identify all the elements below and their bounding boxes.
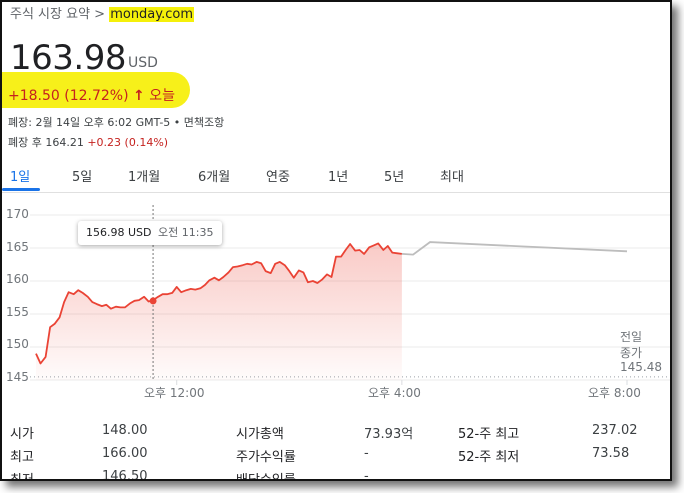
stat-value: 166.00: [102, 446, 148, 461]
tab-1y[interactable]: 1년: [328, 170, 349, 185]
change-period: 오늘: [149, 88, 175, 104]
x-tick-label: 오후 12:00: [144, 386, 205, 400]
stat-label: 최저: [10, 473, 34, 481]
arrow-up-icon: ↑: [133, 88, 145, 104]
stat-label: 시가총액: [236, 427, 284, 442]
tabs-divider: [2, 192, 670, 193]
tab-5d[interactable]: 5일: [72, 170, 93, 185]
stat-value: -: [364, 469, 369, 481]
price-chart[interactable]: [2, 197, 670, 407]
stat-label: 배당수익률: [236, 473, 296, 481]
tab-5y[interactable]: 5년: [384, 170, 405, 185]
y-tick-label: 150: [6, 337, 29, 351]
currency-label: USD: [128, 55, 158, 71]
finance-panel: 주식 시장 요약 > monday.com 163.98 USD +18.50 …: [0, 0, 672, 481]
chart-tooltip: 156.98 USD 오전 11:35: [78, 221, 222, 245]
stat-label: 시가: [10, 427, 34, 442]
stat-value: 148.00: [102, 423, 148, 438]
stat-value: 73.93억: [364, 427, 414, 442]
tab-6m[interactable]: 6개월: [198, 170, 231, 185]
x-tick-label: 오후 4:00: [368, 386, 421, 400]
price-change: +18.50 (12.72%) ↑ 오늘: [8, 85, 175, 105]
stat-label: 최고: [10, 450, 34, 465]
breadcrumb-prefix[interactable]: 주식 시장 요약 >: [10, 7, 106, 22]
prev-close-label-2: 종가: [620, 346, 643, 360]
tab-1d[interactable]: 1일: [10, 170, 31, 185]
stat-value: 237.02: [592, 423, 638, 438]
y-tick-label: 160: [6, 272, 29, 286]
y-tick-label: 170: [6, 207, 29, 221]
price-line: [35, 242, 403, 365]
y-tick-label: 165: [6, 240, 29, 254]
after-hours-change: +0.23 (0.14%): [87, 136, 169, 149]
tooltip-time: 오전 11:35: [158, 226, 214, 239]
after-hours-line: [401, 241, 628, 256]
prev-close-value: 145.48: [620, 360, 662, 374]
stat-label: 주가수익률: [236, 450, 296, 465]
after-hours-text: 폐장 후 164.21 +0.23 (0.14%): [8, 134, 168, 150]
tooltip-value: 156.98 USD: [86, 226, 152, 239]
tooltip-point: [149, 297, 157, 305]
stat-value: 146.50: [102, 469, 148, 481]
price-area: [36, 243, 402, 380]
change-value: +18.50 (12.72%): [8, 88, 129, 104]
after-hours-price: 폐장 후 164.21: [8, 136, 84, 149]
market-closed-text: 폐장: 2월 14일 오후 6:02 GMT-5 • 면책조항: [8, 116, 225, 129]
change-highlight: [2, 72, 190, 108]
stat-label: 52-주 최저: [458, 450, 520, 465]
x-tick-label: 오후 8:00: [588, 386, 641, 400]
breadcrumb: 주식 시장 요약 > monday.com: [10, 3, 195, 22]
stat-value: -: [364, 446, 369, 461]
tab-ytd[interactable]: 연중: [266, 170, 290, 185]
stat-label: 52-주 최고: [458, 427, 520, 442]
tab-1m[interactable]: 1개월: [128, 170, 161, 185]
prev-close-label-1: 전일: [620, 330, 643, 344]
y-tick-label: 155: [6, 305, 29, 319]
stock-price: 163.98: [10, 38, 126, 78]
tab-max[interactable]: 최대: [440, 170, 464, 185]
active-tab-indicator: [2, 188, 40, 191]
stat-value: 73.58: [592, 446, 630, 461]
breadcrumb-company: monday.com: [109, 7, 195, 22]
y-tick-label: 145: [6, 370, 29, 384]
